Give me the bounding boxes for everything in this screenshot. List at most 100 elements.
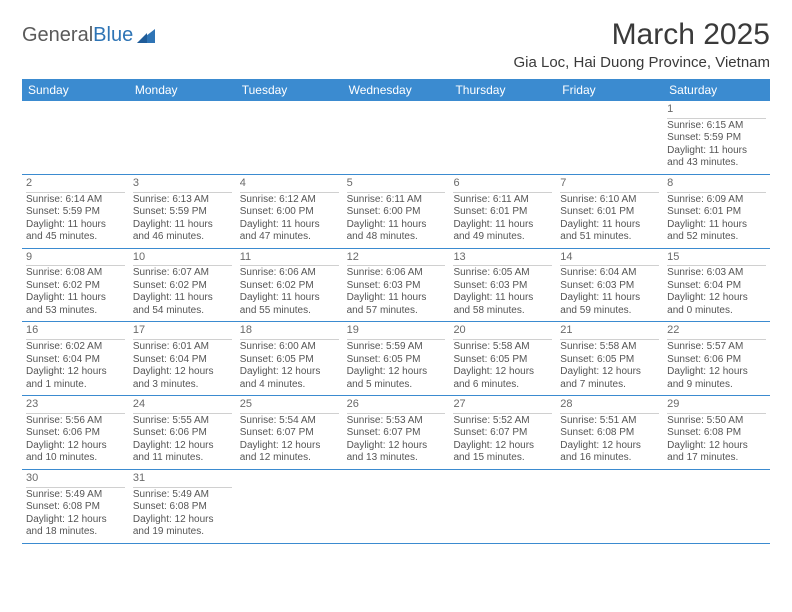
calendar-page: GeneralBlue March 2025 Gia Loc, Hai Duon… — [0, 0, 792, 544]
sunrise-text: Sunrise: 5:58 AM — [453, 341, 552, 354]
daylight-text: and 19 minutes. — [133, 526, 232, 539]
daylight-text: and 9 minutes. — [667, 379, 766, 392]
sunrise-text: Sunrise: 5:51 AM — [560, 415, 659, 428]
daylight-text: Daylight: 12 hours — [240, 366, 339, 379]
day-number: 23 — [26, 398, 125, 414]
day-number: 15 — [667, 251, 766, 267]
day-cell-empty — [236, 101, 343, 174]
sunrise-text: Sunrise: 6:11 AM — [347, 194, 446, 207]
daylight-text: and 17 minutes. — [667, 452, 766, 465]
sunset-text: Sunset: 5:59 PM — [26, 206, 125, 219]
day-cell: 17Sunrise: 6:01 AMSunset: 6:04 PMDayligh… — [129, 322, 236, 395]
sunrise-text: Sunrise: 6:00 AM — [240, 341, 339, 354]
daylight-text: Daylight: 12 hours — [133, 366, 232, 379]
sunrise-text: Sunrise: 5:49 AM — [26, 489, 125, 502]
day-cell: 21Sunrise: 5:58 AMSunset: 6:05 PMDayligh… — [556, 322, 663, 395]
daylight-text: Daylight: 11 hours — [560, 219, 659, 232]
daylight-text: Daylight: 12 hours — [347, 440, 446, 453]
sunset-text: Sunset: 6:05 PM — [560, 354, 659, 367]
calendar-grid: SundayMondayTuesdayWednesdayThursdayFrid… — [22, 79, 770, 544]
sunrise-text: Sunrise: 5:53 AM — [347, 415, 446, 428]
day-cell: 13Sunrise: 6:05 AMSunset: 6:03 PMDayligh… — [449, 249, 556, 322]
daylight-text: Daylight: 12 hours — [560, 440, 659, 453]
location-text: Gia Loc, Hai Duong Province, Vietnam — [513, 54, 770, 71]
day-number: 21 — [560, 324, 659, 340]
day-cell: 15Sunrise: 6:03 AMSunset: 6:04 PMDayligh… — [663, 249, 770, 322]
sunrise-text: Sunrise: 5:55 AM — [133, 415, 232, 428]
daylight-text: and 10 minutes. — [26, 452, 125, 465]
daylight-text: and 43 minutes. — [667, 157, 766, 170]
day-cell: 26Sunrise: 5:53 AMSunset: 6:07 PMDayligh… — [343, 396, 450, 469]
weekday-thursday: Thursday — [449, 79, 556, 101]
sunset-text: Sunset: 5:59 PM — [667, 132, 766, 145]
daylight-text: and 54 minutes. — [133, 305, 232, 318]
sunset-text: Sunset: 6:06 PM — [133, 427, 232, 440]
daylight-text: Daylight: 12 hours — [133, 514, 232, 527]
sunrise-text: Sunrise: 5:50 AM — [667, 415, 766, 428]
daylight-text: and 52 minutes. — [667, 231, 766, 244]
day-number: 16 — [26, 324, 125, 340]
day-cell: 3Sunrise: 6:13 AMSunset: 5:59 PMDaylight… — [129, 175, 236, 248]
sunset-text: Sunset: 6:02 PM — [240, 280, 339, 293]
sunset-text: Sunset: 6:01 PM — [560, 206, 659, 219]
day-number: 26 — [347, 398, 446, 414]
sunset-text: Sunset: 6:07 PM — [453, 427, 552, 440]
day-cell-empty — [449, 101, 556, 174]
day-cell: 28Sunrise: 5:51 AMSunset: 6:08 PMDayligh… — [556, 396, 663, 469]
sunset-text: Sunset: 6:05 PM — [453, 354, 552, 367]
daylight-text: and 3 minutes. — [133, 379, 232, 392]
daylight-text: and 5 minutes. — [347, 379, 446, 392]
day-number: 28 — [560, 398, 659, 414]
daylight-text: and 46 minutes. — [133, 231, 232, 244]
day-cell: 16Sunrise: 6:02 AMSunset: 6:04 PMDayligh… — [22, 322, 129, 395]
sunset-text: Sunset: 6:06 PM — [26, 427, 125, 440]
day-cell: 9Sunrise: 6:08 AMSunset: 6:02 PMDaylight… — [22, 249, 129, 322]
day-number: 10 — [133, 251, 232, 267]
daylight-text: Daylight: 11 hours — [133, 219, 232, 232]
daylight-text: Daylight: 12 hours — [347, 366, 446, 379]
daylight-text: and 1 minute. — [26, 379, 125, 392]
daylight-text: and 53 minutes. — [26, 305, 125, 318]
daylight-text: and 18 minutes. — [26, 526, 125, 539]
sunrise-text: Sunrise: 5:59 AM — [347, 341, 446, 354]
sunset-text: Sunset: 6:08 PM — [560, 427, 659, 440]
day-cell-empty — [343, 101, 450, 174]
sunset-text: Sunset: 6:03 PM — [560, 280, 659, 293]
sunset-text: Sunset: 6:01 PM — [453, 206, 552, 219]
day-cell-empty — [236, 470, 343, 543]
sunset-text: Sunset: 6:00 PM — [347, 206, 446, 219]
daylight-text: and 16 minutes. — [560, 452, 659, 465]
day-number: 30 — [26, 472, 125, 488]
day-number: 11 — [240, 251, 339, 267]
sunrise-text: Sunrise: 6:04 AM — [560, 267, 659, 280]
day-cell: 25Sunrise: 5:54 AMSunset: 6:07 PMDayligh… — [236, 396, 343, 469]
daylight-text: and 13 minutes. — [347, 452, 446, 465]
daylight-text: Daylight: 11 hours — [26, 292, 125, 305]
daylight-text: Daylight: 12 hours — [453, 440, 552, 453]
daylight-text: and 45 minutes. — [26, 231, 125, 244]
day-number: 13 — [453, 251, 552, 267]
sunrise-text: Sunrise: 6:05 AM — [453, 267, 552, 280]
daylight-text: and 12 minutes. — [240, 452, 339, 465]
daylight-text: and 59 minutes. — [560, 305, 659, 318]
weekday-monday: Monday — [129, 79, 236, 101]
daylight-text: and 58 minutes. — [453, 305, 552, 318]
daylight-text: Daylight: 11 hours — [26, 219, 125, 232]
weekday-header-row: SundayMondayTuesdayWednesdayThursdayFrid… — [22, 79, 770, 101]
day-cell: 8Sunrise: 6:09 AMSunset: 6:01 PMDaylight… — [663, 175, 770, 248]
sail-icon — [135, 27, 157, 45]
sunrise-text: Sunrise: 5:56 AM — [26, 415, 125, 428]
sunrise-text: Sunrise: 6:15 AM — [667, 120, 766, 133]
day-number: 12 — [347, 251, 446, 267]
day-number: 6 — [453, 177, 552, 193]
brand-logo: GeneralBlue — [22, 24, 157, 47]
sunset-text: Sunset: 6:03 PM — [347, 280, 446, 293]
sunrise-text: Sunrise: 6:11 AM — [453, 194, 552, 207]
daylight-text: and 48 minutes. — [347, 231, 446, 244]
weekday-friday: Friday — [556, 79, 663, 101]
sunset-text: Sunset: 6:05 PM — [240, 354, 339, 367]
daylight-text: and 57 minutes. — [347, 305, 446, 318]
daylight-text: Daylight: 11 hours — [453, 292, 552, 305]
month-title: March 2025 — [513, 18, 770, 52]
daylight-text: Daylight: 11 hours — [560, 292, 659, 305]
